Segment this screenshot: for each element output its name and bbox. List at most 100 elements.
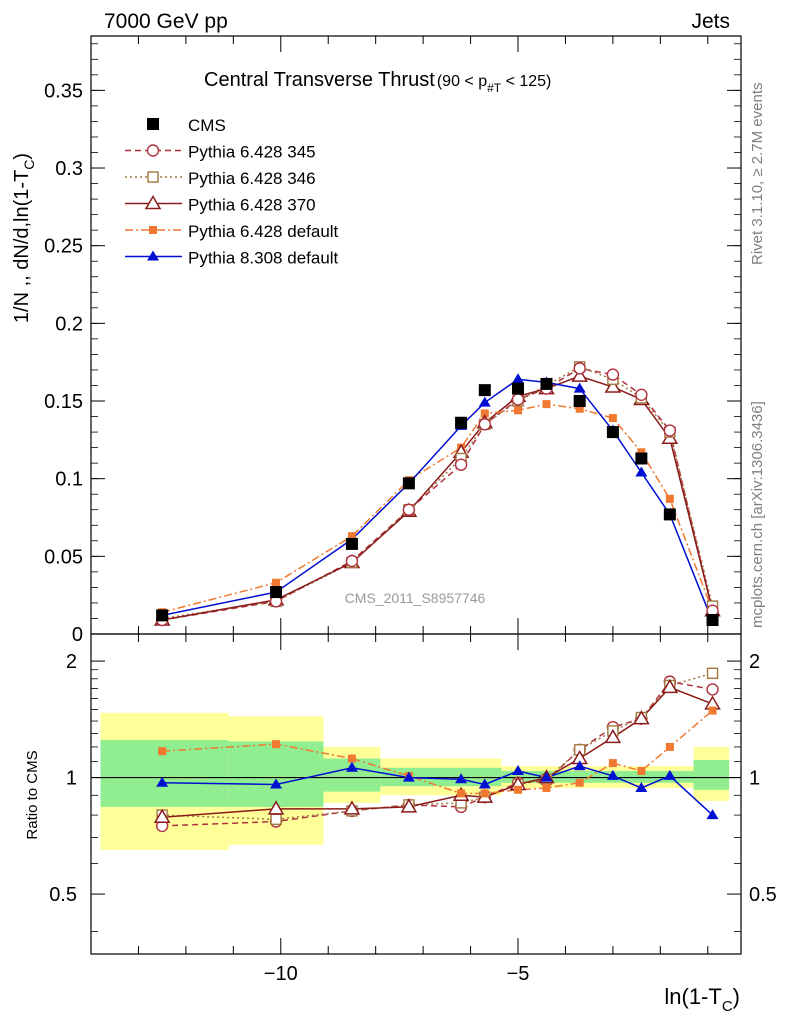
- y-tick-label: 0: [72, 624, 83, 646]
- ratio-0-point: [706, 683, 719, 696]
- ratio-3-point: [708, 706, 717, 715]
- header-right: Jets: [691, 10, 730, 33]
- series-0-point: [156, 609, 169, 622]
- ratio-4-point: [663, 769, 676, 780]
- ratio-3-point: [347, 754, 356, 763]
- series-4-point: [347, 532, 356, 541]
- green-band-4: [501, 770, 694, 783]
- main-series-lines: [161, 366, 714, 622]
- green-band-1: [228, 741, 324, 807]
- series-3-point: [571, 367, 588, 382]
- series-0-point: [635, 452, 648, 465]
- series-0-point: [540, 377, 553, 390]
- series-4-point: [665, 494, 674, 503]
- series-3-point: [604, 378, 622, 393]
- header-left: 7000 GeV pp: [104, 10, 228, 33]
- series-line-1: [162, 367, 714, 621]
- y-axis-label: 1/N ,, dN/d,ln(1-TC): [11, 153, 37, 323]
- legend: CMS Pythia 6.428 345 Pythia 6.428 346 Pythi…: [125, 116, 339, 268]
- ratio-1-point: [270, 813, 282, 826]
- ratio-2-point: [343, 800, 361, 815]
- y-tick-label: 0.3: [55, 158, 83, 180]
- legend-label-0: CMS: [188, 116, 226, 135]
- x-tick-label: −10: [264, 963, 298, 985]
- ratio-y-axis-label: Ratio to CMS: [24, 750, 41, 839]
- ratio-4-point: [345, 761, 358, 772]
- series-1-point: [606, 368, 620, 381]
- legend-label-1: Pythia 6.428 345: [188, 143, 316, 162]
- legend-label-5: Pythia 8.308 default: [188, 249, 339, 268]
- series-0-point: [573, 395, 586, 408]
- ratio-2-point: [604, 728, 622, 744]
- legend-label-4: Pythia 6.428 default: [188, 222, 339, 241]
- series-line-3: [162, 375, 714, 621]
- ratio-3-point: [575, 778, 584, 787]
- series-1-point: [511, 393, 525, 406]
- ratio-y-tick-label: 0.5: [49, 884, 77, 906]
- ratio-uncertainty-bands: [100, 712, 730, 850]
- series-4-point: [272, 578, 281, 587]
- ratio-4-point: [606, 769, 619, 780]
- ratio-4-point: [573, 760, 586, 771]
- ratio-3-point: [514, 785, 523, 794]
- series-line-2: [162, 366, 714, 620]
- ratio-2-point: [153, 808, 171, 823]
- ratio-2-point: [661, 678, 679, 694]
- series-0-point: [606, 426, 619, 439]
- ratio-4-point: [478, 778, 491, 789]
- ratio-2-point: [400, 798, 418, 813]
- y-tick-label: 0.35: [44, 80, 83, 102]
- ratio-y-tick-label: 1: [66, 768, 77, 790]
- series-1-point: [573, 362, 586, 375]
- ratio-y-tick-label-right: 1: [749, 768, 760, 790]
- ratio-3-point: [272, 740, 281, 749]
- series-5-point: [512, 373, 525, 384]
- green-band-5: [693, 760, 730, 790]
- series-4-point: [608, 414, 617, 423]
- series-4-point: [480, 409, 489, 418]
- series-1-point: [345, 554, 359, 568]
- series-1-point: [454, 458, 468, 471]
- series-5-point: [478, 396, 491, 407]
- series-0-point: [455, 416, 468, 429]
- ratio-4-point: [706, 809, 719, 820]
- analysis-watermark: CMS_2011_S8957746: [345, 590, 486, 606]
- ratio-1-point: [706, 667, 719, 679]
- series-1-point: [663, 424, 677, 437]
- legend-marker-3: [144, 195, 162, 210]
- series-5-point: [635, 466, 648, 477]
- ratio-series-markers: [153, 667, 721, 833]
- rivet-label: Rivet 3.1.10, ≥ 2.7M events: [749, 83, 766, 266]
- main-series-markers: [153, 361, 721, 627]
- series-1-point: [402, 503, 416, 516]
- series-line-5: [162, 378, 714, 622]
- series-1-point: [635, 388, 648, 401]
- x-axis-label: ln(1-TC): [664, 984, 740, 1015]
- series-0-point: [478, 384, 491, 397]
- series-4-point: [575, 404, 584, 413]
- series-4-point: [637, 448, 646, 457]
- ratio-2-point: [267, 800, 285, 815]
- ratio-4-point: [270, 778, 283, 789]
- axes: 0 0.05 0.1 0.15 0.2 0.25 0.3 0.35 −10 −5 0.5 0.5 1 1 2…: [44, 36, 777, 985]
- series-0-point: [706, 614, 719, 627]
- ratio-3-point: [637, 766, 646, 775]
- legend-marker-5: [147, 250, 159, 261]
- legend-marker-0: [147, 118, 159, 130]
- ratio-4-point: [540, 771, 553, 782]
- y-tick-label: 0.25: [44, 236, 83, 258]
- ratio-4-point: [402, 771, 415, 782]
- series-4-point: [514, 406, 523, 415]
- ratio-y-tick-label: 2: [66, 651, 77, 673]
- series-0-point: [270, 586, 283, 599]
- series-0-point: [512, 382, 525, 395]
- ratio-plot-frame: [90, 633, 742, 955]
- y-tick-label: 0.2: [55, 313, 83, 335]
- ratio-y-tick-label-right: 2: [749, 651, 760, 673]
- ratio-4-point: [455, 773, 468, 784]
- y-tick-label: 0.1: [55, 469, 83, 491]
- legend-marker-4: [149, 226, 157, 234]
- ratio-y-tick-label-right: 0.5: [749, 884, 777, 906]
- series-5-point: [573, 382, 586, 393]
